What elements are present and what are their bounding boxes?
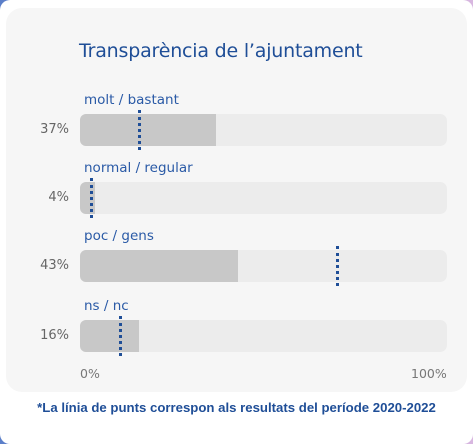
x-tick-label-100: 100%: [411, 366, 447, 381]
previous-period-marker-1: [90, 178, 93, 218]
category-label-0: molt / bastant: [84, 92, 179, 108]
bar-track-2: [80, 250, 447, 282]
category-label-1: normal / regular: [84, 160, 193, 176]
chart-title: Transparència de l’ajuntament: [79, 40, 363, 62]
previous-period-marker-3: [119, 316, 123, 356]
bar-2: [80, 250, 238, 282]
category-label-2: poc / gens: [84, 228, 154, 244]
bar-track-0: [80, 114, 447, 146]
value-label-3: 16%: [40, 328, 69, 343]
footnote: *La línia de punts correspon als resulta…: [37, 400, 436, 415]
bar-track-1: [80, 182, 447, 214]
value-label-1: 4%: [48, 190, 69, 205]
previous-period-marker-2: [335, 246, 339, 286]
bar-0: [80, 114, 216, 146]
x-tick-label-0: 0%: [80, 366, 100, 381]
value-label-0: 37%: [40, 122, 69, 137]
bar-3: [80, 320, 139, 352]
bar-track-3: [80, 320, 447, 352]
category-label-3: ns / nc: [84, 298, 129, 314]
value-label-2: 43%: [40, 258, 69, 273]
previous-period-marker-0: [137, 110, 141, 150]
